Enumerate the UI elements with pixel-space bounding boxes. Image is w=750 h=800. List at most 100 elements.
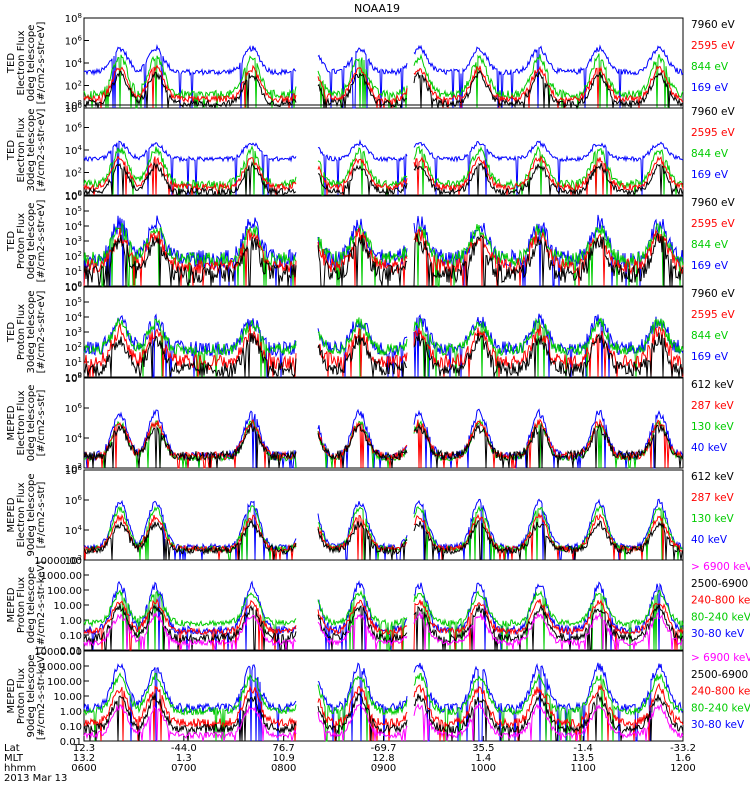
y-axis-label: [#/cm2-s-str-eV] xyxy=(36,22,47,105)
y-axis-label: [#/cm2-s-str-eV] xyxy=(36,200,47,283)
legend-entry: 169 eV xyxy=(691,260,729,272)
x-tick-label-hhmm: 1200 xyxy=(670,763,695,774)
y-tick-label: 106 xyxy=(65,281,83,294)
series-line-80-240-kev xyxy=(83,672,684,742)
series-line-7960-ev xyxy=(83,69,684,110)
y-axis-label: Electron Flux xyxy=(16,390,27,455)
series-line-612-kev xyxy=(83,422,684,469)
y-tick-label: 100.00 xyxy=(47,586,82,597)
y-tick-label: 101 xyxy=(65,356,82,369)
series-line-612-kev xyxy=(83,518,684,561)
y-tick-label: 106 xyxy=(65,122,83,135)
series-line-240-800-ke xyxy=(83,598,684,651)
y-tick-label: 101 xyxy=(65,265,82,278)
y-tick-label: 0.01 xyxy=(60,646,82,657)
y-tick-label: 10000.00 xyxy=(34,647,82,658)
legend-entry: 130 keV xyxy=(691,421,735,433)
y-axis-label: 0deg telescope xyxy=(26,25,37,102)
legend-entry: 30-80 keV xyxy=(691,719,745,731)
series-line-240-800-ke xyxy=(83,682,684,742)
x-tick-label-mlt: 1.6 xyxy=(675,753,691,764)
legend-entry: 7960 eV xyxy=(691,288,736,300)
y-tick-label: 100.00 xyxy=(47,677,82,688)
panel-8: 0.01 0.10 1.00 10.00 100.00 1000.00 10000.00 ME… xyxy=(6,647,750,748)
legend-entry: 7960 eV xyxy=(691,19,736,31)
y-tick-label: 103 xyxy=(65,326,82,339)
y-tick-label: 102 xyxy=(65,80,82,93)
x-tick-label-hhmm: 1000 xyxy=(471,763,496,774)
x-tick-label-lat: -1.4 xyxy=(573,743,593,754)
x-tick-label-mlt: 12.8 xyxy=(372,753,394,764)
legend-entry: 169 eV xyxy=(691,82,729,94)
y-axis-label: TED xyxy=(6,231,17,252)
y-tick-label: 106 xyxy=(65,494,83,507)
y-tick-label: 104 xyxy=(65,144,83,157)
series-line-169-ev xyxy=(83,139,684,196)
legend-entry: 7960 eV xyxy=(691,106,736,118)
y-axis-label: MEPED xyxy=(6,587,17,622)
y-axis-label: MEPED xyxy=(6,405,17,440)
y-axis-label: TED xyxy=(6,322,17,343)
x-tick-label-lat: -33.2 xyxy=(670,743,696,754)
y-tick-label: 1000.00 xyxy=(41,662,82,673)
y-axis-label: Proton Flux xyxy=(16,668,27,724)
x-tick-label-hhmm: 1100 xyxy=(570,763,595,774)
y-tick-label: 106 xyxy=(65,190,83,203)
legend-entry: 2500-6900 xyxy=(691,578,748,590)
x-tick-label-mlt: 1.4 xyxy=(475,753,491,764)
legend-entry: 80-240 keV xyxy=(691,702,750,714)
y-tick-label: 0.01 xyxy=(60,737,82,748)
legend-entry: 7960 eV xyxy=(691,197,736,209)
y-axis-label: Electron Flux xyxy=(16,30,27,95)
series-line--6900-kev xyxy=(83,610,684,651)
legend-entry: 844 eV xyxy=(691,239,729,251)
x-tick-label-hhmm: 0900 xyxy=(371,763,396,774)
legend-entry: 30-80 keV xyxy=(691,628,745,640)
legend-entry: 287 keV xyxy=(691,492,735,504)
y-axis-label: 0deg telescope xyxy=(26,567,37,644)
x-tick-label-mlt: 10.9 xyxy=(273,753,295,764)
x-tick-label-lat: -44.0 xyxy=(171,743,197,754)
legend-entry: 130 keV xyxy=(691,513,735,525)
y-tick-label: 1.00 xyxy=(60,707,82,718)
y-axis-label: 0deg telescope xyxy=(26,385,37,462)
y-tick-label: 108 xyxy=(65,12,82,25)
x-tick-label-mlt: 13.2 xyxy=(73,753,95,764)
series-line-2595-ev xyxy=(83,64,684,109)
y-tick-label: 108 xyxy=(65,372,82,385)
y-tick-label: 0.10 xyxy=(60,722,82,733)
y-tick-label: 1.00 xyxy=(60,616,82,627)
y-axis-label: 90deg telescope xyxy=(26,654,37,737)
y-tick-label: 0.10 xyxy=(60,631,82,642)
y-tick-label: 10.00 xyxy=(53,601,82,612)
series-line-287-kev xyxy=(83,418,684,469)
y-tick-label: 104 xyxy=(65,432,83,445)
legend-entry: 80-240 keV xyxy=(691,611,750,623)
legend-entry: 40 keV xyxy=(691,442,728,454)
y-tick-label: 104 xyxy=(65,524,83,537)
series-line-40-kev xyxy=(83,498,684,561)
y-axis-label: Proton Flux xyxy=(16,577,27,633)
series-line-80-240-kev xyxy=(83,589,684,651)
y-axis-label: 30deg telescope xyxy=(26,108,37,191)
panel-frame xyxy=(83,17,684,109)
x-tick-label-lat: 12.3 xyxy=(73,743,95,754)
y-axis-label: [#/cm2-s-str-keV] xyxy=(36,561,47,649)
y-tick-label: 105 xyxy=(65,296,82,309)
panel-frame xyxy=(83,377,684,469)
y-tick-label: 102 xyxy=(65,250,82,263)
y-tick-label: 106 xyxy=(65,35,83,48)
y-axis-label: [#/cm2-s-str-keV] xyxy=(36,652,47,740)
series-line-844-ev xyxy=(83,317,684,378)
x-row-label: MLT xyxy=(4,753,24,764)
y-tick-label: 104 xyxy=(65,311,83,324)
y-tick-label: 105 xyxy=(65,205,82,218)
legend-entry: 2595 eV xyxy=(691,218,736,230)
x-tick-label-hhmm: 0700 xyxy=(171,763,196,774)
series-line-844-ev xyxy=(83,222,684,287)
